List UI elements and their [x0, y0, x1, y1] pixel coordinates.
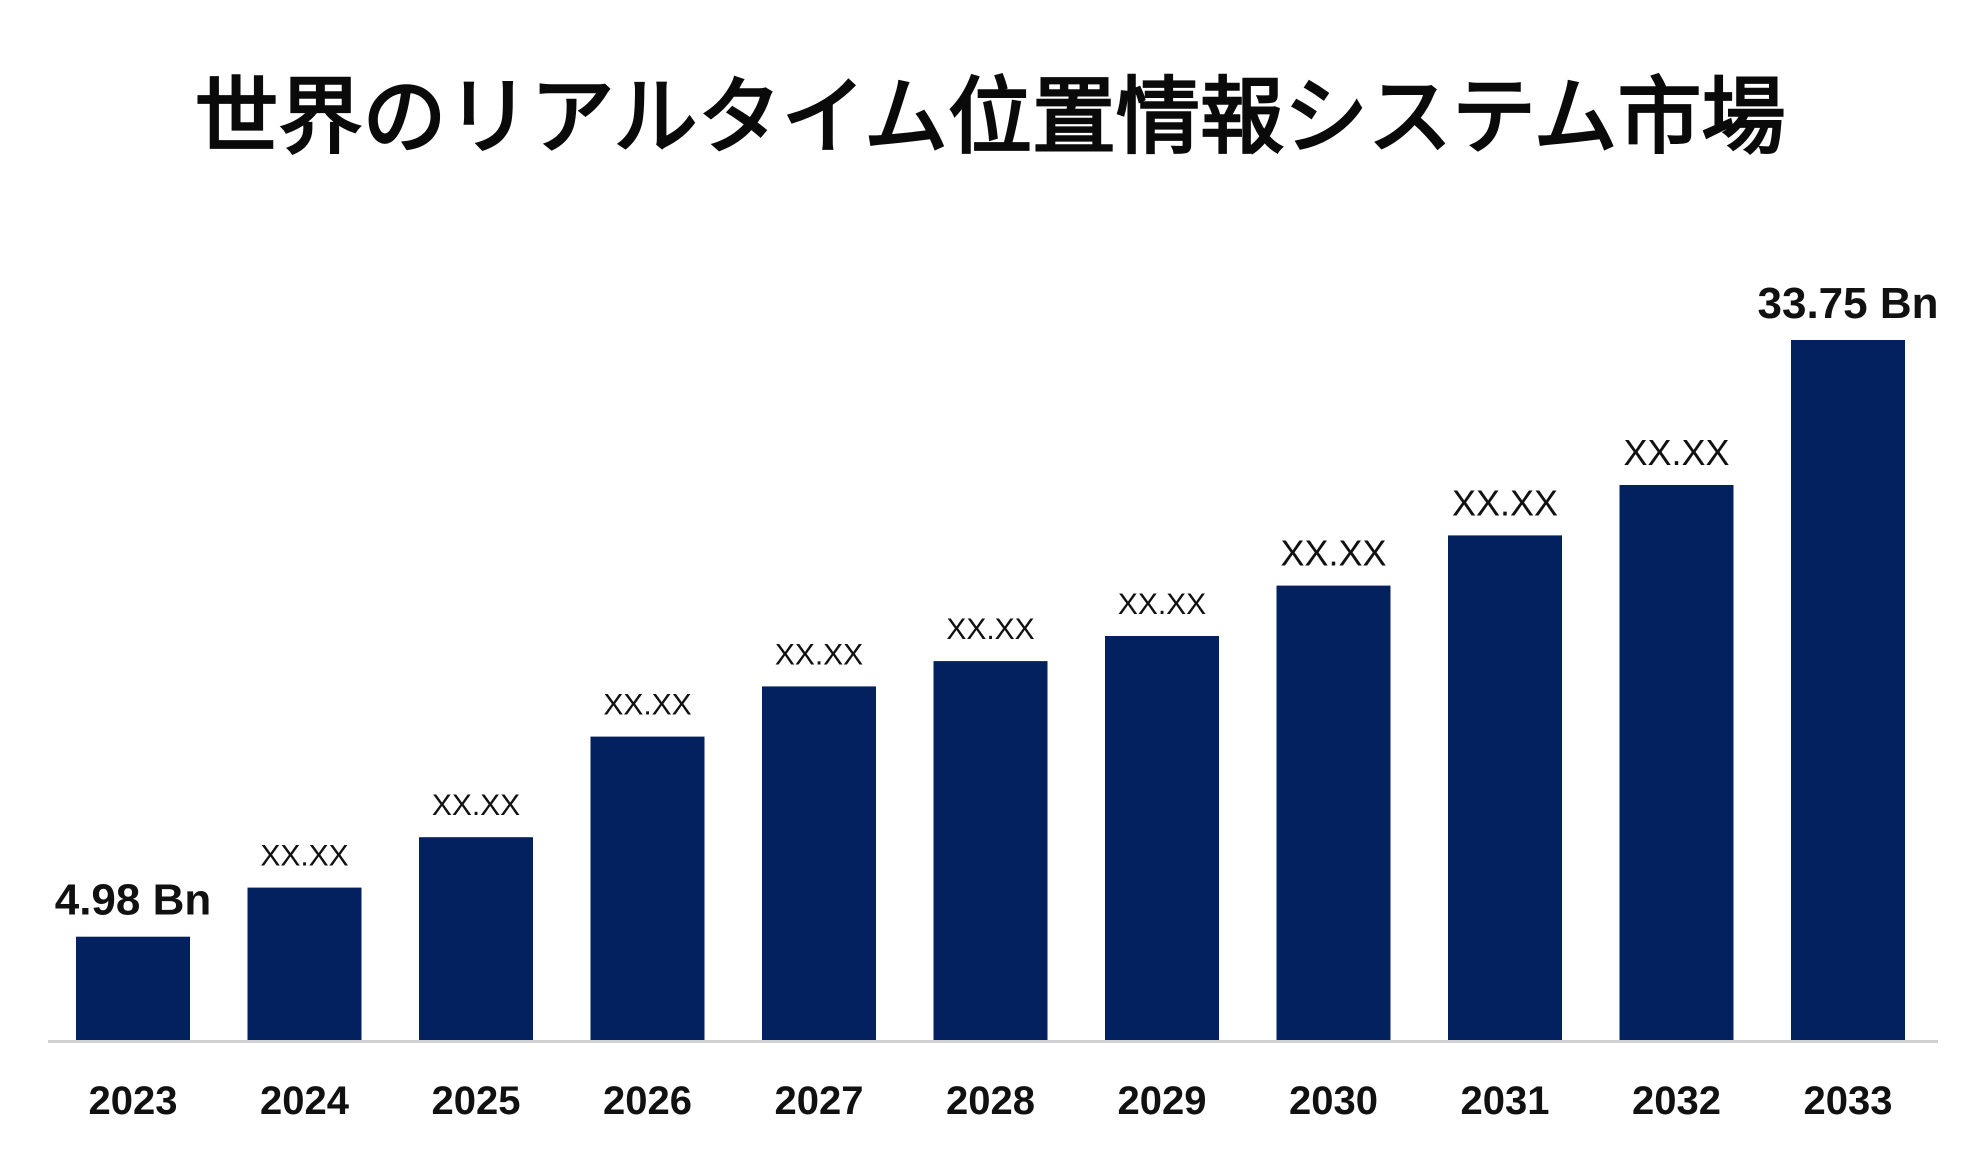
- data-label-2027: XX.XX: [775, 638, 863, 671]
- x-tick-label-2025: 2025: [432, 1079, 521, 1123]
- bar-2023: [76, 936, 190, 1040]
- data-label-2032: XX.XX: [1623, 432, 1729, 473]
- data-label-2031: XX.XX: [1452, 482, 1558, 523]
- x-tick-label-2028: 2028: [946, 1079, 1035, 1123]
- data-label-2028: XX.XX: [946, 613, 1034, 646]
- bar-2025: [419, 837, 533, 1040]
- bar-2024: [247, 887, 362, 1040]
- bar-2033: [1791, 340, 1905, 1040]
- x-tick-label-2023: 2023: [89, 1079, 178, 1123]
- data-label-2024: XX.XX: [260, 840, 348, 873]
- x-tick-label-2029: 2029: [1118, 1079, 1207, 1123]
- x-tick-label-2027: 2027: [775, 1079, 864, 1123]
- x-tick-label-2026: 2026: [603, 1079, 692, 1123]
- data-label-2026: XX.XX: [603, 689, 691, 722]
- data-labels-group: 4.98 Bn XX.XX XX.XX XX.XX XX.XX XX.XX XX.XX XX.…: [55, 279, 1939, 925]
- x-tick-label-2030: 2030: [1289, 1079, 1378, 1123]
- x-tick-label-2032: 2032: [1632, 1079, 1721, 1123]
- data-label-2029: XX.XX: [1118, 588, 1206, 621]
- bars-group: [76, 340, 1905, 1040]
- bar-2027: [762, 686, 876, 1040]
- data-label-2023: 4.98 Bn: [55, 876, 212, 925]
- bar-2026: [590, 736, 705, 1040]
- bar-2032: [1619, 485, 1734, 1040]
- data-label-2025: XX.XX: [432, 789, 520, 822]
- bar-2029: [1105, 636, 1219, 1040]
- chart-title: 世界のリアルタイム位置情報システム市場: [194, 67, 1786, 166]
- data-label-2030: XX.XX: [1280, 533, 1386, 574]
- bar-2028: [933, 661, 1048, 1040]
- data-label-2033: 33.75 Bn: [1758, 279, 1939, 328]
- bar-2031: [1448, 535, 1562, 1040]
- x-tick-labels-group: 2023 2024 2025 2026 2027 2028 2029 2030 2031 2032…: [89, 1079, 1893, 1123]
- bar-2030: [1276, 585, 1391, 1040]
- x-tick-label-2031: 2031: [1461, 1079, 1550, 1123]
- x-tick-label-2024: 2024: [260, 1079, 350, 1123]
- x-tick-label-2033: 2033: [1804, 1079, 1893, 1123]
